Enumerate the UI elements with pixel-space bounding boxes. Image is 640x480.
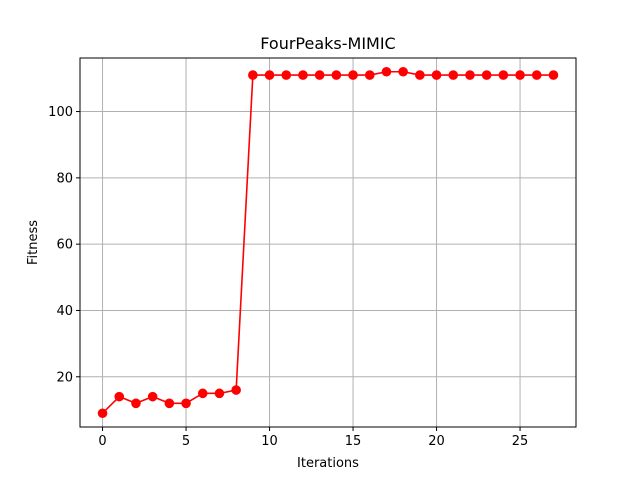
chart-title: FourPeaks-MIMIC xyxy=(260,34,395,53)
x-tick-label: 5 xyxy=(182,434,190,449)
x-tick-label: 15 xyxy=(345,434,362,449)
data-point xyxy=(281,70,292,80)
data-point xyxy=(131,398,141,409)
data-point xyxy=(181,398,191,409)
data-point xyxy=(515,70,525,80)
data-point xyxy=(398,66,408,77)
data-point xyxy=(314,70,325,80)
data-point xyxy=(348,70,358,80)
data-point xyxy=(381,66,392,77)
data-point xyxy=(164,398,175,409)
series-layer xyxy=(97,66,559,419)
y-tick-label: 100 xyxy=(48,105,73,120)
data-point xyxy=(264,70,275,80)
x-tick-label: 0 xyxy=(98,434,106,449)
data-point xyxy=(364,70,375,80)
data-point xyxy=(248,70,258,80)
grid xyxy=(80,58,576,427)
plot-frame xyxy=(79,57,577,428)
data-point xyxy=(214,388,225,399)
data-point xyxy=(231,385,241,395)
x-axis-label: Iterations xyxy=(297,456,359,471)
x-tick-label: 20 xyxy=(428,434,445,449)
y-tick-label: 80 xyxy=(56,171,73,186)
x-tick-label: 10 xyxy=(261,434,278,449)
series-line xyxy=(101,70,554,414)
data-point xyxy=(448,70,459,80)
data-point xyxy=(431,70,442,80)
data-point xyxy=(481,70,492,80)
y-axis-label: Fitness xyxy=(26,220,41,265)
data-point xyxy=(97,408,108,419)
data-point xyxy=(298,70,308,80)
data-point xyxy=(197,388,208,399)
y-tick-label: 60 xyxy=(56,238,73,253)
data-point xyxy=(147,391,158,402)
data-point xyxy=(114,391,125,402)
data-point xyxy=(415,70,425,80)
y-tick-label: 20 xyxy=(56,370,73,385)
data-point xyxy=(498,70,509,80)
data-point xyxy=(465,70,475,80)
y-tick-label: 40 xyxy=(56,304,73,319)
ticks: 0 5 10 15 20 25 20 40 60 80 100 xyxy=(48,105,528,449)
data-point xyxy=(548,70,559,80)
data-point xyxy=(331,70,342,80)
data-point xyxy=(531,70,542,80)
x-tick-label: 25 xyxy=(512,434,529,449)
